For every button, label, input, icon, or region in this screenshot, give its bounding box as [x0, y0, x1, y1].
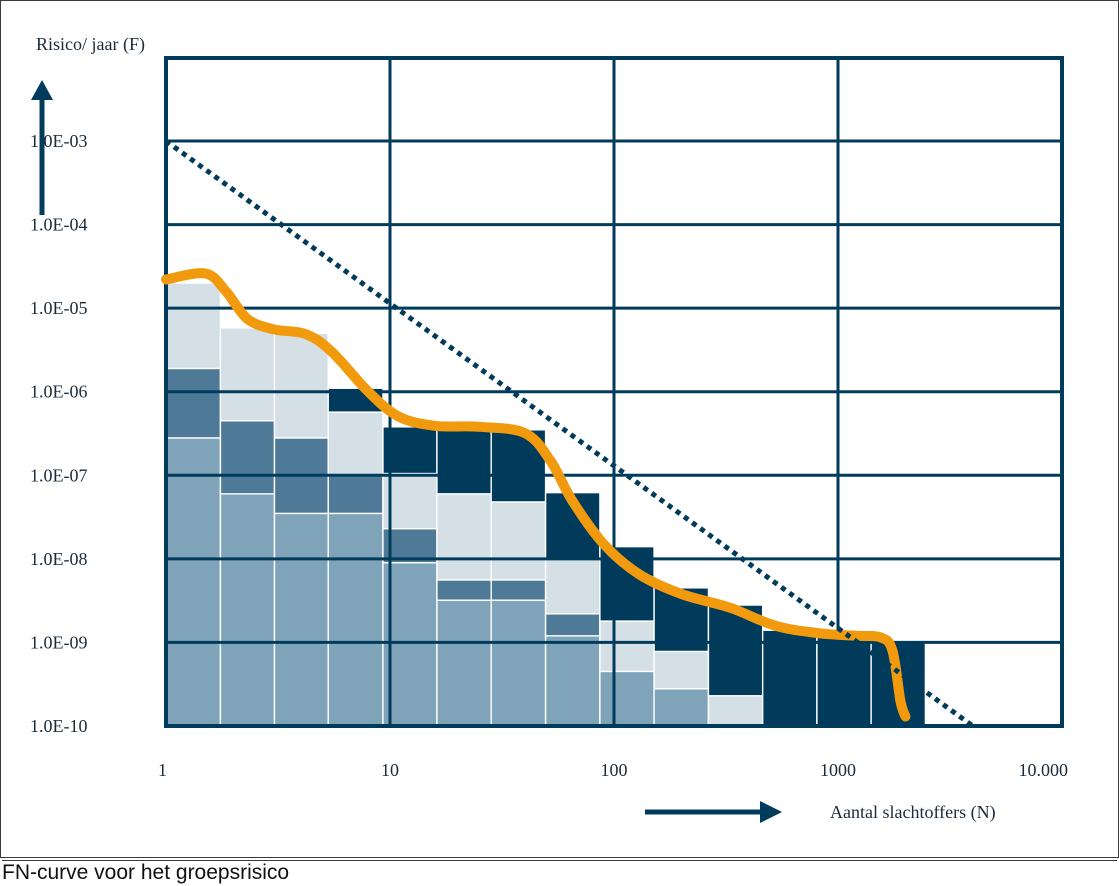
- y-tick-label: 1.0E-08: [30, 549, 88, 569]
- x-tick-label: 10.000: [1019, 760, 1069, 780]
- y-tick-label: 1.0E-06: [30, 382, 88, 402]
- fn-curve: [161, 268, 911, 722]
- bar-6-segment-0: [490, 599, 547, 727]
- bar-5-segment-1: [436, 579, 492, 601]
- bar-2-segment-0: [273, 512, 329, 727]
- bar-10-segment-0: [707, 695, 764, 727]
- bar-0-segment-2: [165, 282, 222, 370]
- bar-10-segment-1: [707, 604, 764, 697]
- x-axis-arrow: [645, 801, 782, 823]
- bar-3-segment-2: [327, 411, 384, 476]
- limit-line: [164, 138, 975, 729]
- bar-5-segment-0: [436, 599, 492, 727]
- bar-8-segment-1: [599, 620, 655, 673]
- bar-2-segment-2: [273, 332, 329, 439]
- x-tick-label: 1000: [820, 760, 856, 780]
- bar-0-segment-0: [165, 437, 222, 727]
- bar-4-segment-0: [382, 561, 438, 727]
- bar-1-segment-1: [219, 419, 276, 495]
- x-axis-title: Aantal slachtoffers (N): [830, 802, 996, 823]
- bar-1-segment-2: [219, 327, 276, 422]
- bar-9-segment-0: [653, 687, 710, 727]
- y-tick-label: 1.0E-05: [30, 298, 88, 318]
- bar-9-segment-1: [653, 650, 710, 690]
- grid-layer: [164, 56, 1064, 728]
- x-tick-label: 1: [158, 760, 167, 780]
- y-tick-label: 1.0E-07: [30, 465, 88, 485]
- lines-layer: [161, 138, 975, 729]
- bar-0-segment-1: [165, 367, 222, 439]
- y-axis-title: Risico/ jaar (F): [36, 34, 145, 55]
- y-axis-arrow: [31, 80, 53, 215]
- bars-layer: [165, 282, 927, 727]
- bar-1-segment-0: [219, 493, 276, 727]
- fn-curve-chart: 1.0E-03 1.0E-04 1.0E-05 1.0E-06 1.0E-07 1.0E-…: [30, 34, 1069, 823]
- bar-5-segment-2: [436, 493, 492, 581]
- bar-11-segment-0: [761, 629, 818, 727]
- bar-6-segment-1: [490, 579, 547, 601]
- bar-3-segment-0: [327, 512, 384, 727]
- bar-4-segment-3: [382, 426, 438, 475]
- bar-7-segment-0: [544, 635, 601, 727]
- bar-5-segment-3: [436, 429, 492, 495]
- x-tick-label: 100: [601, 760, 628, 780]
- bar-12-segment-0: [816, 635, 872, 727]
- y-tick-label: 1.0E-04: [30, 215, 88, 235]
- bar-6-segment-2: [490, 501, 547, 581]
- figure-caption: FN-curve voor het groepsrisico: [2, 860, 1117, 885]
- bar-8-segment-0: [599, 670, 655, 727]
- bar-7-segment-2: [544, 558, 601, 615]
- bar-3-segment-1: [327, 474, 384, 515]
- x-tick-label: 10: [381, 760, 399, 780]
- bar-4-segment-1: [382, 527, 438, 564]
- y-tick-label: 1.0E-10: [30, 716, 88, 736]
- y-tick-label: 1.0E-03: [30, 131, 88, 151]
- y-tick-label: 1.0E-09: [30, 632, 88, 652]
- bar-7-segment-1: [544, 613, 601, 637]
